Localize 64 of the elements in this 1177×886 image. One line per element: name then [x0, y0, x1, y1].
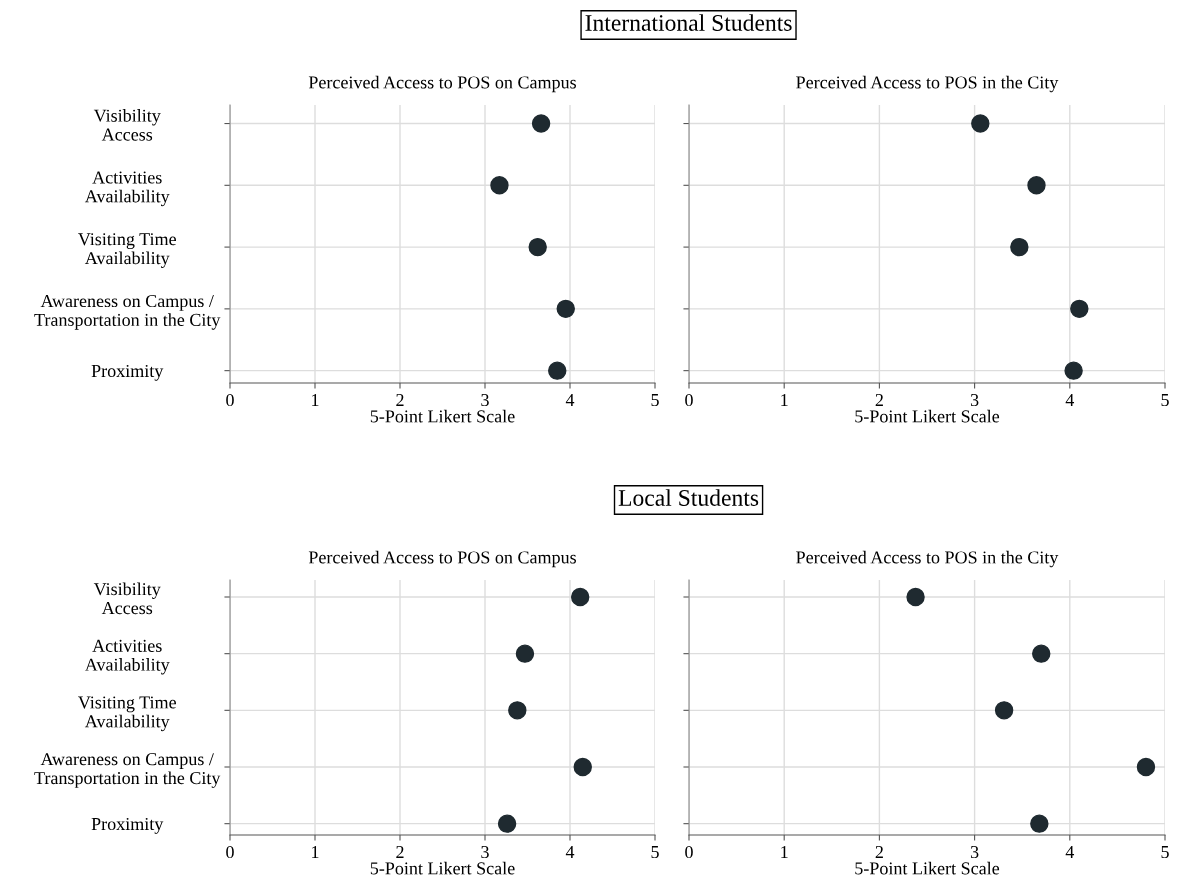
- x-tick-label: 1: [781, 394, 788, 406]
- y-tick-label: Visiting Time Availability: [78, 233, 176, 268]
- chart-title: Perceived Access to POS on Campus: [308, 550, 576, 568]
- x-tick-label: 4: [565, 846, 575, 858]
- y-tick-label: Proximity: [91, 364, 164, 381]
- y-tick-label: Proximity: [91, 817, 164, 834]
- point: [1064, 361, 1083, 380]
- point: [548, 361, 567, 380]
- y-tick-label: Activities Availability: [84, 171, 170, 207]
- y-tick-label: Activities Availability: [84, 639, 170, 675]
- x-tick-label: 1: [312, 394, 319, 406]
- x-tick-label: 4: [565, 394, 575, 406]
- y-tick-label: Visiting Time Availability: [78, 696, 176, 732]
- point: [508, 701, 527, 720]
- point: [1030, 814, 1049, 833]
- chart-title: Perceived Access to POS on Campus: [308, 75, 576, 93]
- x-tick-label: 2: [875, 393, 883, 406]
- x-tick-label: 2: [396, 845, 404, 858]
- point: [497, 814, 517, 833]
- x-axis-title: 5-Point Likert Scale: [855, 409, 1000, 423]
- y-tick-label: Awareness on Campus / Transportation in the City: [34, 753, 221, 788]
- x-tick-label: 3: [970, 393, 979, 407]
- point: [528, 237, 547, 257]
- y-tick-label: Visibility Access: [93, 109, 161, 141]
- point: [994, 701, 1014, 720]
- x-axis-title: 5-Point Likert Scale: [370, 409, 515, 423]
- point: [556, 299, 575, 319]
- x-tick-label: 0: [685, 845, 693, 859]
- point: [515, 644, 535, 663]
- x-tick-label: 1: [312, 846, 319, 858]
- x-tick-label: 5: [651, 394, 659, 407]
- x-tick-label: 1: [781, 846, 788, 858]
- y-tick-label: Visibility Access: [93, 582, 161, 615]
- point: [570, 587, 590, 607]
- x-tick-label: 5: [1161, 846, 1169, 859]
- y-tick-label: Awareness on Campus / Transportation in the City: [34, 294, 221, 330]
- x-axis-title: 5-Point Likert Scale: [855, 861, 1000, 875]
- x-tick-label: 0: [226, 393, 234, 407]
- chart-title: Perceived Access to POS in the City: [796, 550, 1059, 568]
- point: [1070, 299, 1089, 319]
- point: [490, 176, 509, 195]
- point: [1027, 176, 1046, 195]
- x-tick-label: 5: [1161, 394, 1169, 407]
- x-axis-title: 5-Point Likert Scale: [370, 861, 515, 875]
- x-tick-label: 0: [226, 845, 234, 859]
- x-tick-label: 5: [651, 846, 659, 859]
- point: [971, 114, 990, 133]
- point: [1032, 644, 1051, 663]
- x-tick-label: 3: [481, 393, 489, 407]
- x-tick-label: 3: [970, 845, 979, 859]
- point: [531, 114, 551, 133]
- x-tick-label: 4: [1065, 394, 1075, 406]
- chart-title: Perceived Access to POS in the City: [796, 75, 1059, 93]
- point: [1136, 757, 1156, 777]
- x-tick-label: 4: [1065, 846, 1075, 858]
- text: Local Students: [618, 489, 759, 506]
- x-tick-label: 3: [481, 845, 489, 859]
- x-tick-label: 2: [396, 393, 404, 406]
- x-tick-label: 0: [685, 393, 693, 407]
- point: [1010, 237, 1029, 257]
- point: [906, 587, 925, 607]
- point: [573, 757, 592, 777]
- x-tick-label: 2: [875, 845, 883, 858]
- text: International Students: [585, 14, 792, 31]
